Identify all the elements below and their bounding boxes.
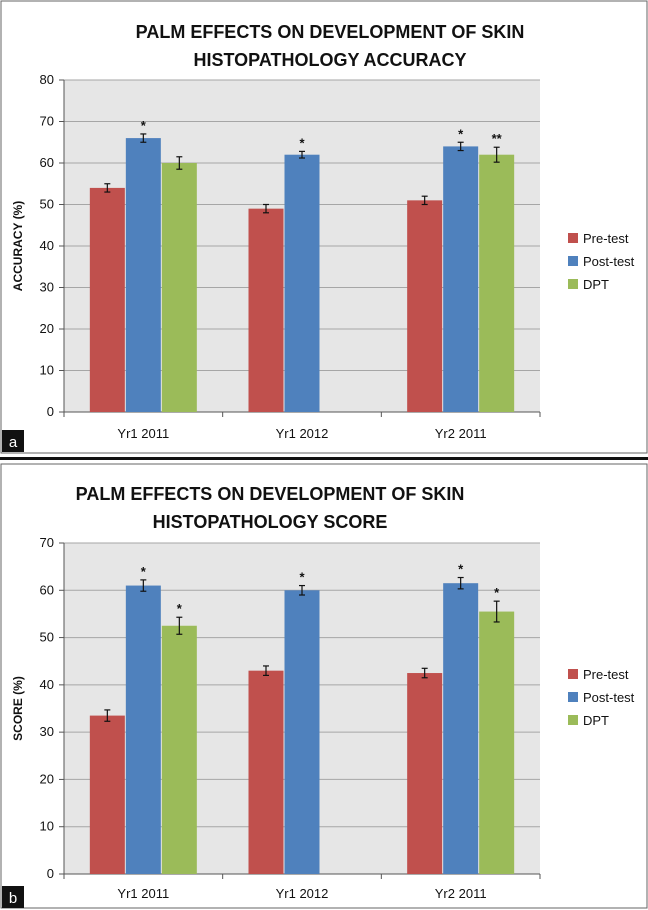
legend-swatch-post-test — [568, 692, 578, 702]
legend-label: DPT — [583, 277, 609, 292]
y-tick-label: 40 — [40, 677, 54, 692]
bar-pre-test — [248, 208, 284, 412]
significance-marker: * — [141, 118, 147, 133]
x-category-label: Yr2 2011 — [435, 886, 487, 901]
x-category-label: Yr1 2012 — [276, 426, 329, 441]
x-category-label: Yr1 2011 — [117, 886, 169, 901]
legend-swatch-dpt — [568, 715, 578, 725]
bar-dpt — [479, 611, 515, 874]
y-tick-label: 60 — [40, 155, 54, 170]
y-tick-label: 70 — [40, 114, 54, 129]
panel-b-tag-box — [2, 886, 24, 908]
panel-a-title-line-2: HISTOPATHOLOGY ACCURACY — [193, 50, 466, 70]
panel-b-plot: 0 10 20 30 40 50 60 70 SCORE (%) Yr1 2011 * * Yr1 20… — [11, 535, 635, 901]
bar-dpt — [479, 154, 515, 412]
panel-b-title-line-2: HISTOPATHOLOGY SCORE — [153, 512, 388, 532]
legend-swatch-pre-test — [568, 233, 578, 243]
y-tick-label: 0 — [47, 866, 54, 881]
bar-post-test — [443, 583, 479, 874]
bar-post-test — [125, 138, 161, 412]
panel-b-title-line-1: PALM EFFECTS ON DEVELOPMENT OF SKIN — [76, 484, 465, 504]
bar-dpt — [161, 625, 197, 874]
bar-pre-test — [248, 670, 284, 874]
bar-pre-test — [407, 673, 443, 874]
legend-label: Post-test — [583, 690, 635, 705]
significance-marker: * — [177, 601, 183, 616]
legend-label: DPT — [583, 713, 609, 728]
panel-b: PALM EFFECTS ON DEVELOPMENT OF SKIN HIST… — [0, 463, 648, 909]
significance-marker: ** — [492, 131, 503, 146]
panel-b-tag-label: b — [9, 890, 17, 907]
y-tick-label: 70 — [40, 535, 54, 550]
x-category-label: Yr1 2012 — [276, 886, 329, 901]
panel-a-title-line-1: PALM EFFECTS ON DEVELOPMENT OF SKIN — [136, 22, 525, 42]
significance-marker: * — [458, 562, 464, 577]
bar-pre-test — [407, 200, 443, 412]
significance-marker: * — [141, 564, 147, 579]
y-axis-title: SCORE (%) — [11, 676, 25, 741]
significance-marker: * — [299, 135, 305, 150]
legend-swatch-dpt — [568, 279, 578, 289]
bar-post-test — [443, 146, 479, 412]
legend-label: Pre-test — [583, 231, 629, 246]
bar-dpt — [161, 163, 197, 412]
y-tick-label: 40 — [40, 238, 54, 253]
legend-label: Pre-test — [583, 667, 629, 682]
significance-marker: * — [299, 570, 305, 585]
panel-a-tag-box — [2, 430, 24, 452]
legend-swatch-pre-test — [568, 669, 578, 679]
panel-separator — [0, 457, 648, 460]
bar-pre-test — [89, 715, 125, 874]
y-tick-label: 20 — [40, 321, 54, 336]
y-axis-title: ACCURACY (%) — [11, 201, 25, 291]
panel-a: PALM EFFECTS ON DEVELOPMENT OF SKIN HIST… — [0, 0, 648, 454]
y-tick-label: 50 — [40, 197, 54, 212]
legend-swatch-post-test — [568, 256, 578, 266]
bar-post-test — [284, 154, 320, 412]
bar-pre-test — [89, 187, 125, 412]
y-tick-label: 20 — [40, 771, 54, 786]
panel-a-tag-label: a — [9, 434, 18, 451]
y-tick-label: 30 — [40, 280, 54, 295]
y-tick-label: 10 — [40, 363, 54, 378]
legend-label: Post-test — [583, 254, 635, 269]
y-tick-label: 30 — [40, 724, 54, 739]
significance-marker: * — [458, 126, 464, 141]
y-tick-label: 10 — [40, 819, 54, 834]
bar-post-test — [125, 585, 161, 874]
y-tick-label: 80 — [40, 72, 54, 87]
x-category-label: Yr2 2011 — [435, 426, 487, 441]
y-tick-label: 50 — [40, 630, 54, 645]
significance-marker: * — [494, 585, 500, 600]
x-category-label: Yr1 2011 — [117, 426, 169, 441]
panel-a-plot: 0 10 20 30 40 50 60 70 80 ACCURACY (%) Yr1 2011 * Yr… — [11, 72, 635, 441]
bar-post-test — [284, 590, 320, 874]
y-tick-label: 60 — [40, 582, 54, 597]
y-tick-label: 0 — [47, 404, 54, 419]
